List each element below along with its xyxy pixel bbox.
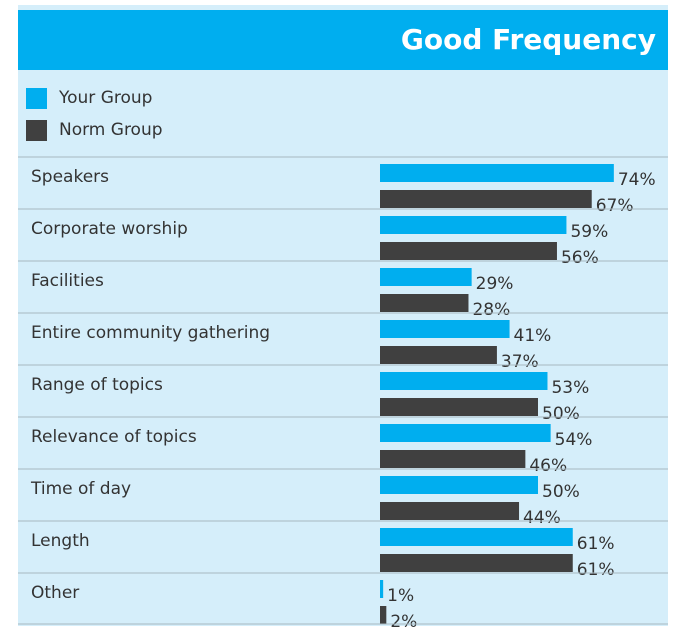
value-label: 29% — [476, 274, 514, 294]
bar — [380, 320, 510, 338]
bar — [380, 294, 469, 312]
bar — [380, 164, 614, 182]
bar — [380, 268, 472, 286]
bar — [380, 372, 548, 390]
bar — [380, 242, 557, 260]
legend-swatch — [26, 120, 47, 141]
category-label: Length — [31, 531, 90, 551]
category-label: Other — [31, 583, 79, 603]
category-label: Speakers — [31, 167, 109, 187]
value-label: 28% — [472, 300, 510, 320]
bar — [380, 606, 387, 624]
bar — [380, 424, 551, 442]
value-label: 2% — [390, 612, 417, 628]
category-label: Relevance of topics — [31, 427, 197, 447]
bar — [380, 216, 567, 234]
bar — [380, 554, 573, 572]
value-label: 50% — [542, 482, 580, 502]
value-label: 41% — [514, 326, 552, 346]
bar — [380, 450, 526, 468]
panel — [18, 5, 668, 626]
chart-title: Good Frequency — [401, 23, 656, 56]
category-label: Range of topics — [31, 375, 163, 395]
value-label: 46% — [529, 456, 567, 476]
bar — [380, 528, 573, 546]
value-label: 53% — [551, 378, 589, 398]
category-label: Corporate worship — [31, 219, 188, 239]
value-label: 67% — [596, 196, 634, 216]
legend-label: Norm Group — [59, 120, 163, 140]
bar — [380, 398, 538, 416]
title-bar — [18, 10, 668, 70]
bar — [380, 580, 384, 598]
value-label: 61% — [577, 560, 615, 580]
value-label: 54% — [555, 430, 593, 450]
bar — [380, 476, 538, 494]
bar — [380, 190, 592, 208]
value-label: 61% — [577, 534, 615, 554]
category-label: Facilities — [31, 271, 104, 291]
value-label: 1% — [387, 586, 414, 606]
value-label: 74% — [618, 170, 656, 190]
value-label: 59% — [570, 222, 608, 242]
category-label: Time of day — [30, 479, 131, 499]
legend-label: Your Group — [58, 88, 152, 108]
value-label: 56% — [561, 248, 599, 268]
value-label: 37% — [501, 352, 539, 372]
bar — [380, 502, 520, 520]
value-label: 50% — [542, 404, 580, 424]
legend-swatch — [26, 88, 47, 109]
value-label: 44% — [523, 508, 561, 528]
category-label: Entire community gathering — [31, 323, 270, 343]
bar — [380, 346, 497, 364]
